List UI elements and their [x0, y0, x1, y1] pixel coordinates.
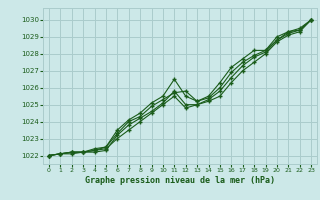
X-axis label: Graphe pression niveau de la mer (hPa): Graphe pression niveau de la mer (hPa) [85, 176, 275, 185]
